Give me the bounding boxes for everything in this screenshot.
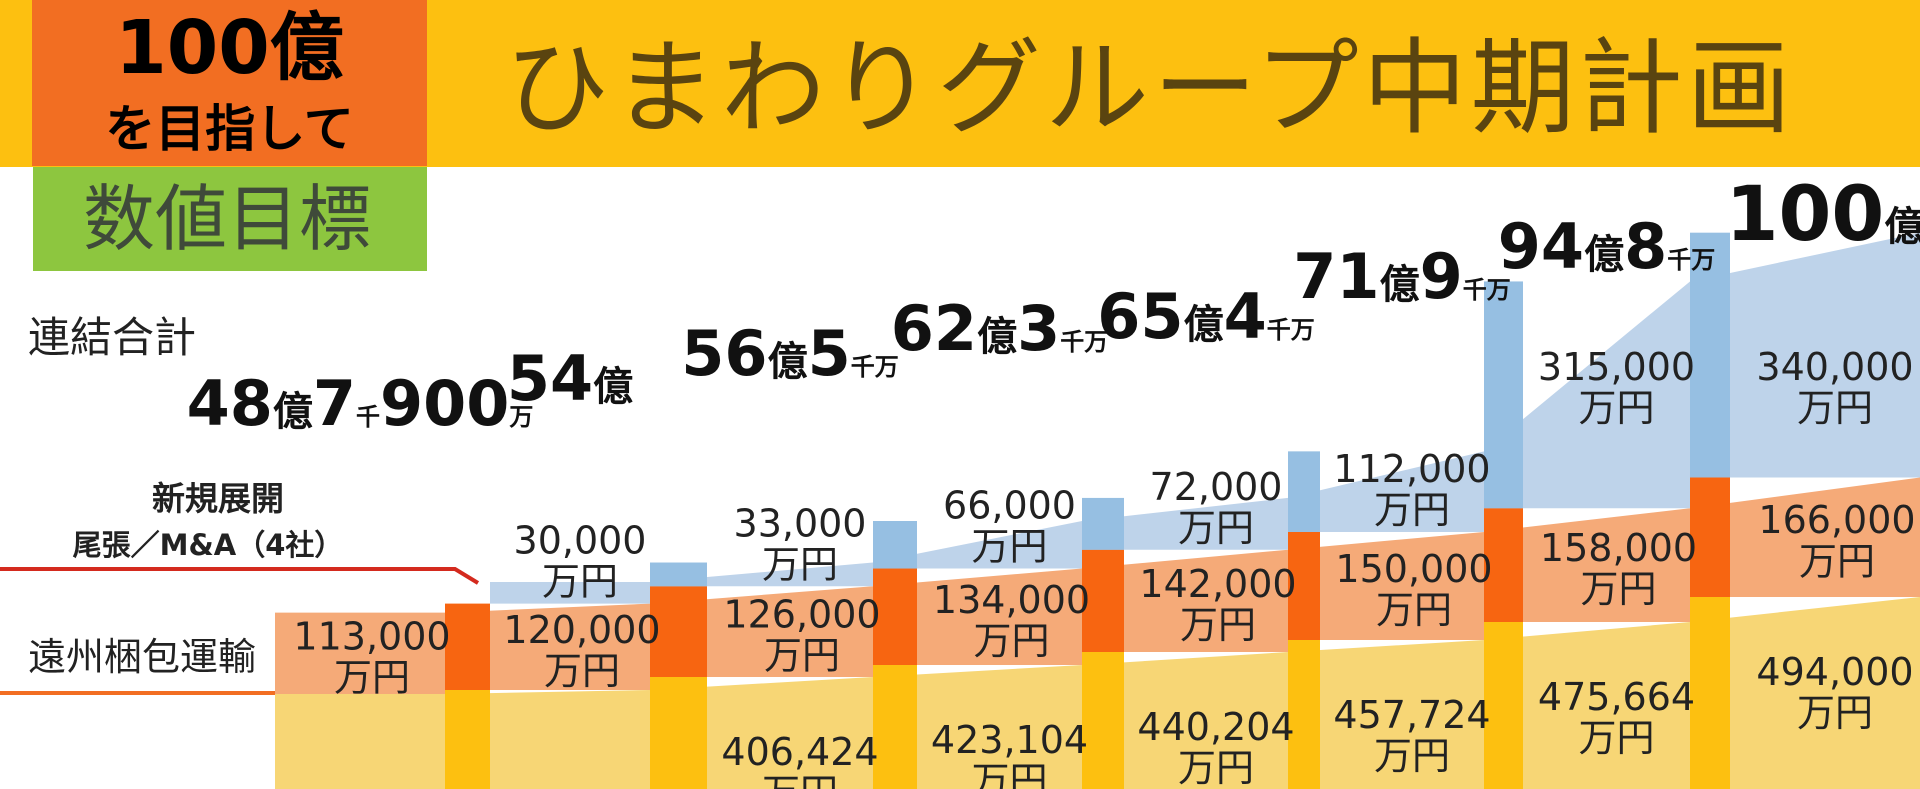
top-value-label: 30,000 万円 xyxy=(514,519,647,604)
mid-value-label: 134,000 万円 xyxy=(933,578,1090,663)
mid-value-label: 113,000 万円 xyxy=(293,614,450,699)
mid-bar xyxy=(1484,508,1523,622)
base-bar xyxy=(445,690,490,789)
top-bar xyxy=(1690,232,1730,478)
base-bar xyxy=(650,677,707,789)
mid-value-label: 126,000 万円 xyxy=(723,593,880,678)
top-area xyxy=(490,232,1920,604)
goal-badge-caption: を目指して xyxy=(105,100,354,158)
base-value-label: 406,424万円 xyxy=(721,730,878,789)
total-label: 94億8千万 xyxy=(1498,210,1715,283)
label-background xyxy=(1330,345,1474,446)
total-label: 56億5千万 xyxy=(681,317,898,390)
mid-value-label: 120,000 万円 xyxy=(503,608,660,693)
mid-value-label: 158,000 万円 xyxy=(1540,526,1697,611)
mid-value-label: 142,000 万円 xyxy=(1139,562,1296,647)
base-bar xyxy=(1288,640,1320,789)
base-company-label: 遠州梱包運輸 xyxy=(28,635,256,679)
top-bar xyxy=(1288,451,1320,532)
label-background xyxy=(285,345,435,607)
top-value-label: 340,000 万円 xyxy=(1756,345,1913,430)
top-bar xyxy=(650,562,707,587)
label-background xyxy=(717,345,863,557)
top-value-label: 315,000 万円 xyxy=(1538,345,1695,430)
new-business-title: 新規展開 xyxy=(152,479,284,518)
label-background xyxy=(1134,345,1278,492)
total-label: 62億3千万 xyxy=(891,292,1108,365)
top-value-label: 72,000 万円 xyxy=(1150,465,1283,550)
chart-bars xyxy=(445,232,1730,789)
mid-bar xyxy=(445,603,490,690)
mid-bar xyxy=(873,568,917,665)
mid-bar xyxy=(1288,532,1320,640)
total-label: 71億9千万 xyxy=(1293,240,1510,313)
total-label: 100億 xyxy=(1726,169,1920,258)
mid-bar xyxy=(1082,549,1124,652)
label-background xyxy=(927,345,1072,515)
base-bar xyxy=(873,665,917,789)
page-title: ひまわりグループ中期計画 xyxy=(505,27,1795,149)
new-business-marker-line xyxy=(0,567,480,585)
label-background xyxy=(500,345,640,576)
mid-value-label: 166,000 万円 xyxy=(1758,498,1915,583)
chart-data-labels: 113,000 万円 120,000 万円 126,000 万円 134,000 万円 142,… xyxy=(293,345,1915,789)
base-value-label: 457,724 万円 xyxy=(1333,693,1490,778)
top-value-label: 112,000 万円 xyxy=(1333,447,1490,532)
base-value-label: 475,664 万円 xyxy=(1538,675,1695,760)
base-company-label-box xyxy=(0,631,275,693)
top-value-label: 33,000 万円 xyxy=(734,501,867,586)
goal-badge-amount: 100億 xyxy=(115,5,344,91)
top-bar xyxy=(873,521,917,569)
mid-bar xyxy=(650,586,707,677)
section-label: 数値目標 xyxy=(33,167,427,271)
base-bar xyxy=(1690,597,1730,789)
goal-badge: 100億 を目指して xyxy=(32,0,427,166)
consolidated-label: 連結合計 xyxy=(28,313,196,362)
base-bar xyxy=(1082,652,1124,789)
top-bar xyxy=(1082,497,1124,550)
base-value-label: 440,204 万円 xyxy=(1137,705,1294,789)
mid-bar xyxy=(1690,477,1730,597)
base-value-label: 423,104 万円 xyxy=(931,718,1088,789)
base-bar xyxy=(1484,622,1523,789)
top-bar xyxy=(1484,281,1523,509)
base-value-label: 494,000 万円 xyxy=(1756,650,1913,735)
total-label: 54億 xyxy=(507,342,633,415)
total-label: 65億4千万 xyxy=(1097,280,1314,353)
top-value-label: 66,000 万円 xyxy=(943,484,1076,569)
new-business-detail: 尾張／M&A（4社） xyxy=(73,528,344,562)
mid-value-label: 150,000 万円 xyxy=(1335,547,1492,632)
total-label: 48億7千900万 xyxy=(187,367,534,440)
